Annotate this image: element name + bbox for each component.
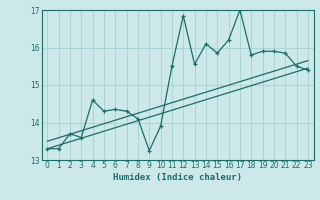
- X-axis label: Humidex (Indice chaleur): Humidex (Indice chaleur): [113, 173, 242, 182]
